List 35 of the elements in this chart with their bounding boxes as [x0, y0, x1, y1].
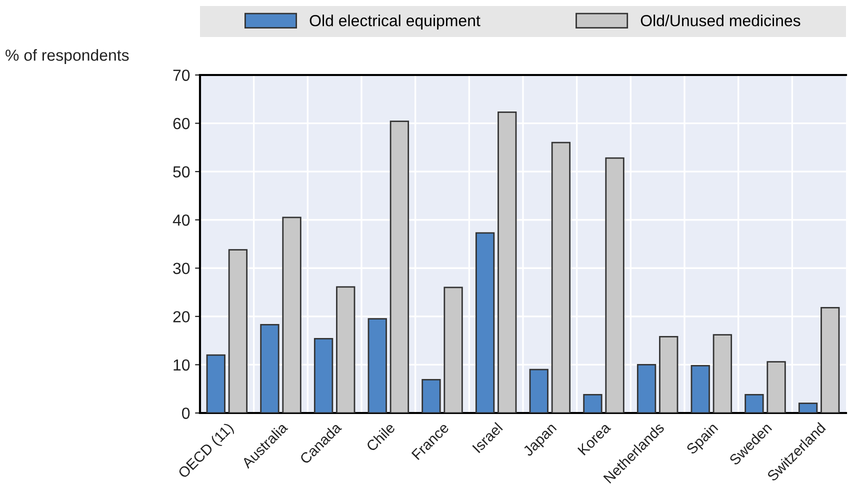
y-tick-label: 30	[173, 262, 190, 274]
bar	[659, 336, 678, 413]
bar	[260, 324, 280, 413]
bar	[228, 249, 248, 413]
bar	[368, 318, 387, 413]
y-tick-label: 0	[182, 408, 190, 419]
bar	[798, 402, 818, 413]
bar	[336, 286, 356, 413]
y-tick-label: 60	[173, 118, 190, 130]
legend-label: Old/Unused medicines	[640, 14, 800, 26]
bar	[390, 120, 410, 413]
y-tick-label: 40	[172, 214, 190, 226]
bar	[583, 394, 602, 413]
bar	[422, 378, 441, 413]
y-tick-label: 10	[174, 359, 190, 371]
y-tick-label: 50	[173, 166, 190, 178]
y-axis-title: % of respondents	[6, 49, 129, 64]
bar	[475, 232, 495, 413]
bar	[498, 111, 517, 413]
bar	[605, 157, 624, 413]
bar	[712, 334, 732, 413]
bar	[206, 354, 226, 413]
bar	[744, 394, 764, 413]
y-tick-label: 70	[173, 70, 190, 81]
bar	[282, 216, 302, 413]
bar	[529, 368, 548, 413]
bar	[444, 286, 463, 413]
y-tick-label: 20	[173, 311, 190, 322]
legend-label: Old electrical equipment	[310, 14, 480, 30]
bar	[314, 338, 334, 413]
bar	[690, 364, 710, 413]
bar	[766, 361, 786, 413]
bar	[636, 364, 656, 413]
bar	[551, 142, 571, 413]
bar	[820, 307, 840, 413]
